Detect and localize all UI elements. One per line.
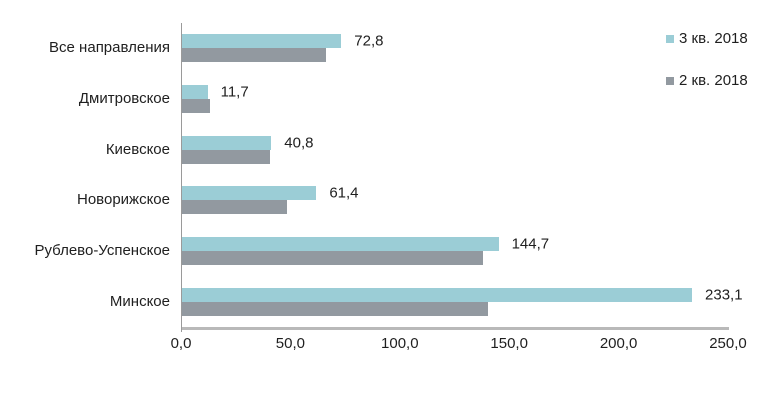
bar-q3-3 [182, 186, 317, 201]
data-label-4: 144,7 [511, 235, 550, 253]
legend-label: 2 кв. 2018 [679, 72, 748, 89]
x-tick-label-1: 50,0 [275, 335, 305, 352]
category-label-3: Новорижское [77, 191, 170, 209]
category-label-4: Рублево-Успенское [34, 242, 170, 259]
bar-q3-0 [182, 34, 342, 49]
data-label-1: 11,7 [220, 83, 249, 101]
x-tick-label-4: 200,0 [599, 335, 638, 352]
legend-label: 3 кв. 2018 [679, 30, 748, 47]
bar-q2-2 [182, 149, 270, 164]
bar-q2-5 [182, 301, 489, 316]
x-tick-label-2: 100,0 [381, 335, 419, 352]
x-axis-zero-tick [181, 327, 182, 332]
category-label-1: Дмитровское [78, 90, 170, 107]
bar-q3-2 [182, 135, 272, 150]
legend: 3 кв. 2018 2 кв. 2018 [666, 31, 748, 115]
bar-q2-3 [182, 200, 288, 215]
category-label-5: Минское [109, 292, 170, 310]
bar-q3-4 [182, 237, 499, 251]
bar-q2-0 [182, 48, 327, 63]
x-tick-label-0: 0,0 [170, 335, 192, 352]
data-label-5: 233,1 [705, 286, 743, 304]
legend-swatch-icon [666, 35, 674, 43]
legend-item-q2-2018: 2 кв. 2018 [666, 73, 748, 88]
bar-q3-1 [182, 85, 208, 99]
category-label-2: Киевское [105, 140, 170, 158]
plot-area: 72,8 11,7 40,8 61,4 144,7 233,1 [181, 23, 743, 330]
bar-q2-1 [182, 99, 211, 113]
bar-q2-4 [182, 251, 483, 265]
data-label-2: 40,8 [284, 134, 314, 152]
x-tick-label-5: 250,0 [709, 335, 747, 352]
data-label-0: 72,8 [354, 32, 384, 50]
bar-q3-5 [182, 287, 693, 302]
legend-item-q3-2018: 3 кв. 2018 [666, 31, 748, 46]
data-label-3: 61,4 [329, 184, 359, 202]
legend-swatch-icon [666, 77, 674, 85]
x-tick-label-3: 150,0 [490, 335, 528, 352]
category-label-0: Все направления [49, 39, 170, 57]
